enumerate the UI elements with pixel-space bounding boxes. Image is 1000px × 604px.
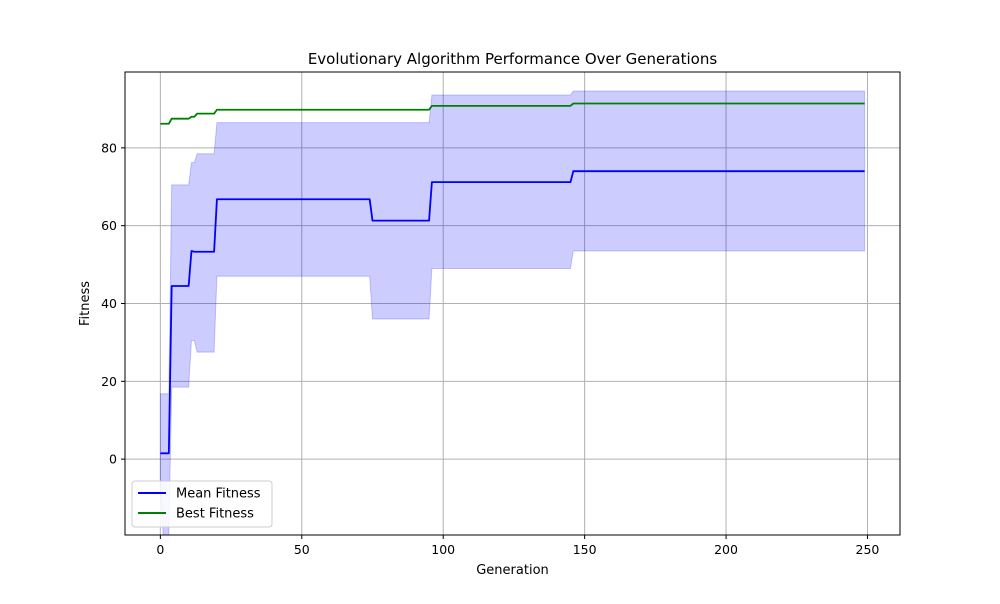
y-tick-label: 20 (101, 374, 117, 389)
y-axis-label: Fitness (78, 281, 93, 326)
chart-title: Evolutionary Algorithm Performance Over … (308, 50, 718, 68)
x-tick-label: 0 (156, 542, 164, 557)
series-lines (160, 102, 865, 455)
y-tick-label: 80 (101, 140, 117, 155)
y-tick-label: 60 (101, 218, 117, 233)
grid (125, 72, 900, 535)
y-tick-label: 0 (109, 452, 117, 467)
x-tick-label: 200 (714, 542, 738, 557)
series-line-best-fitness (160, 102, 865, 125)
x-axis-label: Generation (476, 563, 549, 578)
fitness-band (159, 90, 866, 536)
y-tick-label: 40 (101, 296, 117, 311)
x-tick-label: 50 (294, 542, 310, 557)
x-tick-label: 150 (573, 542, 597, 557)
axis-ticks: 0 50 100 150 200 250 0 20 40 60 80 (101, 140, 879, 557)
series-line-mean-fitness (160, 170, 865, 455)
x-tick-label: 250 (856, 542, 880, 557)
legend-box (131, 480, 273, 528)
legend-label-mean-fitness: Mean Fitness (176, 487, 261, 502)
legend-label-best-fitness: Best Fitness (176, 507, 254, 522)
fitness-range-band (159, 90, 866, 536)
x-tick-label: 100 (431, 542, 455, 557)
legend: Mean Fitness Best Fitness (131, 480, 273, 528)
